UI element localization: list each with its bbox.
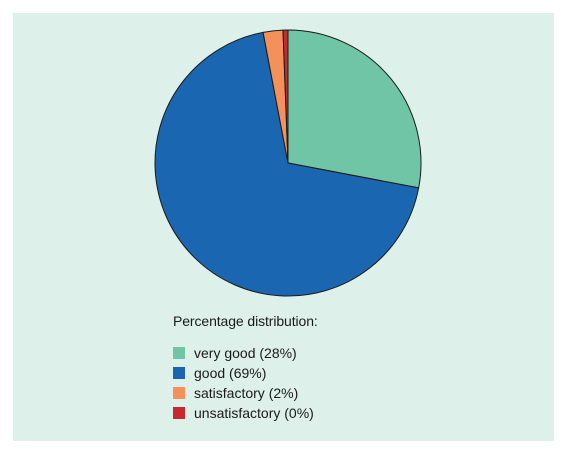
legend-item-very-good: very good (28%) bbox=[173, 343, 318, 363]
legend-label-good: good (69%) bbox=[194, 365, 267, 381]
chart-panel: Percentage distribution: very good (28%)… bbox=[13, 13, 554, 441]
legend-label-unsatisfactory: unsatisfactory (0%) bbox=[194, 405, 314, 421]
pie-slices bbox=[154, 29, 422, 297]
legend-swatch-very-good bbox=[173, 347, 185, 359]
legend-item-satisfactory: satisfactory (2%) bbox=[173, 383, 318, 403]
legend-label-satisfactory: satisfactory (2%) bbox=[194, 385, 299, 401]
pie-slice-good bbox=[154, 31, 420, 297]
legend-item-unsatisfactory: unsatisfactory (0%) bbox=[173, 403, 318, 423]
legend-title: Percentage distribution: bbox=[173, 313, 318, 329]
legend-swatch-good bbox=[173, 367, 185, 379]
legend: Percentage distribution: very good (28%)… bbox=[173, 313, 318, 423]
pie-chart bbox=[154, 29, 422, 297]
legend-swatch-satisfactory bbox=[173, 387, 185, 399]
legend-item-good: good (69%) bbox=[173, 363, 318, 383]
legend-label-very-good: very good (28%) bbox=[194, 345, 297, 361]
pie-slice-unsatisfactory bbox=[282, 29, 289, 164]
pie-slice-very-good bbox=[287, 29, 422, 189]
legend-swatch-unsatisfactory bbox=[173, 407, 185, 419]
